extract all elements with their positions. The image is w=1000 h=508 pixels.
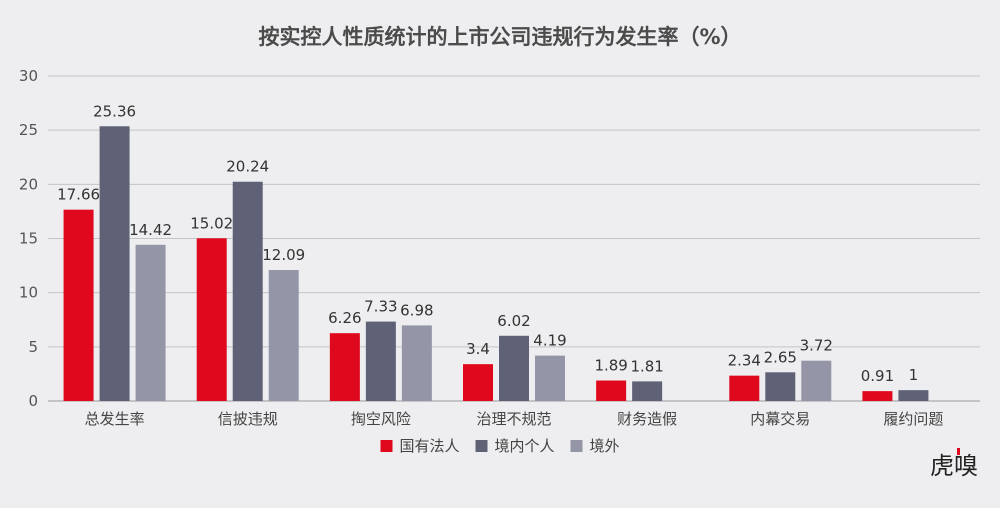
data-label: 1.89 — [594, 357, 627, 375]
data-label: 4.19 — [533, 332, 566, 350]
data-label: 1.81 — [630, 357, 663, 375]
bar-0-1 — [99, 126, 130, 402]
category-label: 内幕交易 — [750, 410, 810, 428]
data-label: 17.66 — [57, 186, 100, 204]
legend-label: 境外 — [590, 437, 620, 455]
bar-2-1 — [365, 321, 396, 401]
data-label: 2.65 — [764, 348, 797, 366]
data-label: 0.91 — [861, 367, 894, 385]
bar-3-2 — [535, 355, 565, 401]
chart-title: 按实控人性质统计的上市公司违规行为发生率（%） — [258, 25, 741, 49]
bar-1-2 — [268, 270, 299, 401]
bar-6-0 — [862, 391, 893, 401]
bar-6-1 — [898, 390, 929, 401]
category-label: 掏空风险 — [351, 410, 411, 428]
bar-5-1 — [765, 372, 796, 401]
legend-swatch-0 — [380, 440, 393, 452]
y-tick-label: 0 — [28, 392, 38, 410]
bar-3-0 — [463, 364, 493, 401]
legend-label: 国有法人 — [400, 437, 460, 455]
data-label: 6.02 — [497, 312, 530, 330]
bar-1-1 — [232, 181, 263, 401]
legend-swatch-2 — [570, 440, 583, 452]
y-tick-label: 10 — [19, 284, 38, 302]
watermark-logo: 虎嗅 — [930, 448, 978, 480]
y-tick-label: 30 — [19, 67, 38, 85]
category-label: 履约问题 — [883, 410, 943, 428]
legend-swatch-1 — [475, 440, 488, 452]
legend: 国有法人 境内个人 境外 — [380, 437, 620, 455]
bar-5-2 — [801, 360, 832, 401]
bars — [63, 126, 929, 402]
data-label: 2.34 — [728, 352, 761, 370]
y-tick-label: 25 — [19, 121, 38, 139]
huxiu-logo-text: 虎嗅 — [930, 452, 978, 480]
y-axis-ticks: 0 5 10 15 20 25 30 — [19, 67, 38, 410]
data-label: 25.36 — [93, 102, 136, 120]
logo-accent-mark — [957, 448, 960, 455]
bar-2-2 — [401, 325, 432, 401]
category-label: 治理不规范 — [476, 410, 551, 428]
data-label: 3.72 — [800, 337, 833, 355]
y-tick-label: 5 — [28, 338, 38, 356]
data-label: 14.42 — [129, 221, 172, 239]
legend-label: 境内个人 — [495, 437, 555, 455]
bar-0-0 — [63, 209, 94, 401]
data-label: 7.33 — [364, 298, 397, 316]
y-tick-label: 20 — [19, 175, 38, 193]
bar-4-0 — [596, 380, 627, 401]
bar-0-2 — [135, 244, 166, 401]
bar-1-0 — [196, 238, 227, 401]
y-tick-label: 15 — [19, 230, 38, 248]
data-label: 1 — [909, 366, 919, 384]
x-axis-category-labels: 总发生率 信披违规 掏空风险 治理不规范 财务造假 内幕交易 履约问题 — [85, 410, 944, 428]
data-label: 15.02 — [190, 214, 233, 232]
data-label: 3.4 — [466, 340, 490, 358]
bar-5-0 — [729, 375, 760, 401]
category-label: 信披违规 — [218, 410, 278, 428]
data-label: 12.09 — [262, 246, 305, 264]
data-label: 20.24 — [226, 158, 269, 176]
data-label: 6.98 — [400, 301, 433, 319]
bar-2-0 — [329, 333, 360, 401]
category-label: 财务造假 — [617, 410, 677, 428]
bar-3-1 — [499, 335, 529, 401]
category-label: 总发生率 — [85, 410, 145, 428]
bar-4-1 — [632, 381, 663, 401]
data-label: 6.26 — [328, 309, 361, 327]
